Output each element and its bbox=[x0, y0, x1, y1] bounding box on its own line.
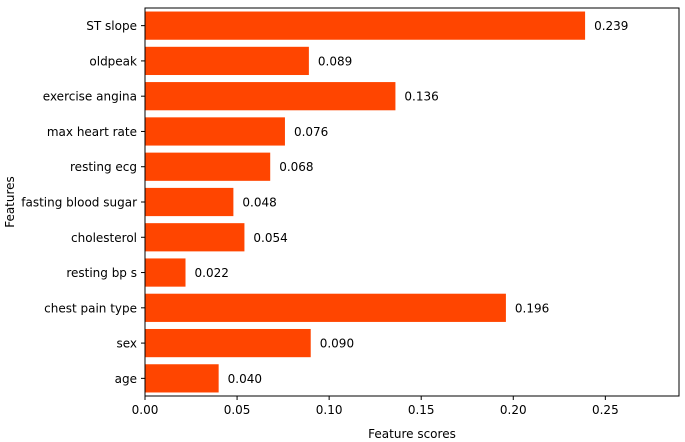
y-tick-label: sex bbox=[116, 337, 137, 351]
bar-value-label: 0.040 bbox=[228, 372, 262, 386]
y-tick-label: fasting blood sugar bbox=[21, 196, 137, 210]
bar-value-label: 0.090 bbox=[320, 337, 354, 351]
x-axis-title: Feature scores bbox=[368, 427, 456, 441]
plot-frame bbox=[144, 7, 680, 397]
bar-value-label: 0.196 bbox=[515, 301, 549, 315]
y-tick-label: oldpeak bbox=[89, 54, 137, 68]
bar bbox=[145, 187, 234, 217]
bar bbox=[145, 364, 219, 393]
bar bbox=[145, 82, 396, 111]
bar-value-label: 0.089 bbox=[318, 54, 352, 68]
bar bbox=[145, 293, 506, 322]
y-tick-label: resting bp s bbox=[66, 266, 137, 280]
bar bbox=[145, 328, 311, 358]
bar-value-label: 0.068 bbox=[279, 160, 313, 174]
bar-value-label: 0.022 bbox=[195, 266, 229, 280]
bars-layer bbox=[145, 11, 586, 393]
y-tick-label: age bbox=[115, 372, 137, 386]
x-axis: 0.00 0.05 0.10 0.15 0.20 0.25 bbox=[132, 396, 619, 417]
y-tick-label: resting ecg bbox=[70, 160, 137, 174]
bar bbox=[145, 11, 586, 40]
y-tick-label: max heart rate bbox=[47, 125, 137, 139]
bar-value-label: 0.239 bbox=[594, 19, 628, 33]
bar bbox=[145, 46, 309, 76]
bar-value-label: 0.048 bbox=[242, 196, 276, 210]
x-tick-label: 0.15 bbox=[408, 403, 435, 417]
bar bbox=[145, 258, 186, 287]
bar bbox=[145, 223, 245, 252]
bar-value-label: 0.136 bbox=[404, 90, 438, 104]
bar-value-label: 0.054 bbox=[253, 231, 287, 245]
y-tick-label: cholesterol bbox=[71, 231, 137, 245]
y-tick-label: exercise angina bbox=[43, 90, 137, 104]
x-tick-label: 0.20 bbox=[500, 403, 527, 417]
x-tick-label: 0.25 bbox=[592, 403, 619, 417]
bar-value-labels: 0.239 0.089 0.136 0.076 0.068 0.048 0.054 0.022… bbox=[195, 19, 629, 386]
y-axis: ST slope oldpeak exercise angina max heart … bbox=[21, 19, 145, 386]
bar-value-label: 0.076 bbox=[294, 125, 328, 139]
bar bbox=[145, 152, 271, 181]
x-tick-label: 0.05 bbox=[224, 403, 251, 417]
bar bbox=[145, 117, 285, 146]
x-tick-label: 0.00 bbox=[132, 403, 159, 417]
y-axis-title: Features bbox=[3, 176, 17, 228]
y-tick-label: ST slope bbox=[86, 19, 137, 33]
x-tick-label: 0.10 bbox=[316, 403, 343, 417]
y-tick-label: chest pain type bbox=[44, 301, 137, 315]
